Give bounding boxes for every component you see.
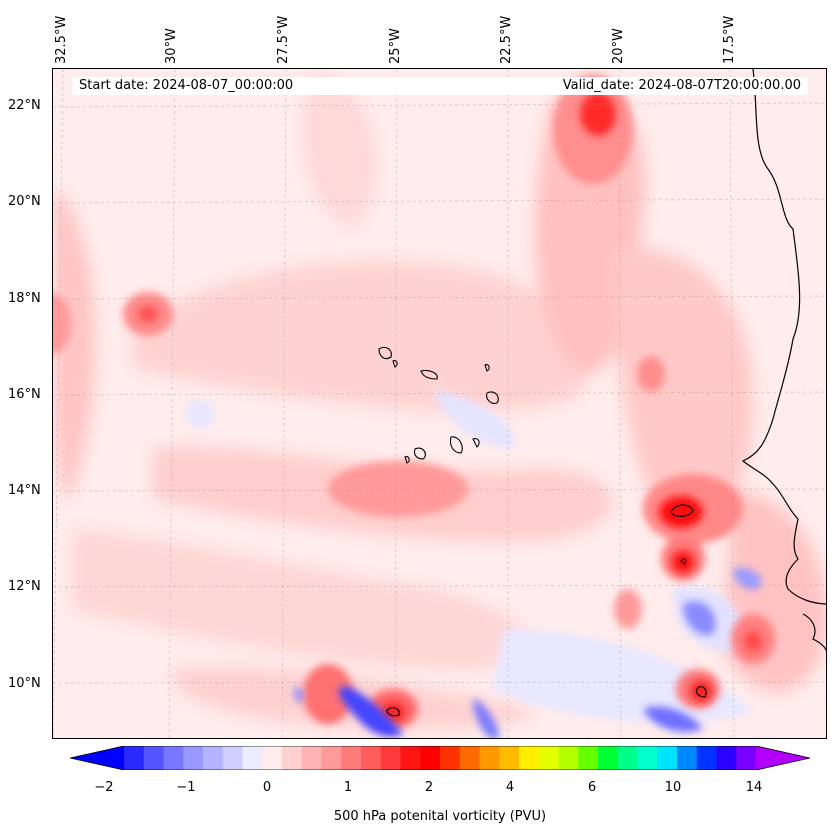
colorbar-cell: [420, 746, 441, 770]
lon-label: 30°W: [164, 28, 179, 64]
colorbar-cell: [143, 746, 164, 770]
colorbar-cell: [163, 746, 184, 770]
lon-label: 17.5°W: [722, 15, 737, 64]
pv-map-svg: [53, 69, 826, 738]
colorbar-cell: [578, 746, 599, 770]
colorbar-cell: [499, 746, 520, 770]
colorbar-tick: −1: [176, 780, 196, 795]
colorbar-tick: 0: [262, 780, 272, 795]
colorbar-tick: 14: [745, 780, 763, 795]
colorbar-cell: [203, 746, 224, 770]
coastline-guinea: [802, 613, 826, 652]
colorbar-cell: [736, 746, 757, 770]
lat-label: 16°N: [8, 387, 41, 402]
pv-contours: [386, 504, 707, 717]
pv-field-high: [138, 92, 762, 722]
lat-label: 20°N: [8, 194, 41, 209]
colorbar-cell: [598, 746, 619, 770]
colorbar-cell: [538, 746, 559, 770]
graticule: [53, 69, 826, 738]
lon-label: 20°W: [611, 28, 626, 64]
colorbar-extend-min: [70, 746, 124, 770]
colorbar-cell: [657, 746, 678, 770]
coastline-africa: [741, 69, 826, 605]
colorbar-cell: [637, 746, 658, 770]
colorbar-tick: 4: [505, 780, 515, 795]
colorbar-extend-max: [756, 746, 810, 770]
lat-label: 22°N: [8, 98, 41, 113]
colorbar-tick: 1: [343, 780, 353, 795]
colorbar-cell: [459, 746, 480, 770]
colorbar-cell: [262, 746, 283, 770]
colorbar-cell: [301, 746, 322, 770]
lat-label: 10°N: [8, 676, 41, 691]
lon-label: 27.5°W: [276, 15, 291, 64]
lat-label: 12°N: [8, 579, 41, 594]
colorbar-cell: [617, 746, 638, 770]
lon-label: 25°W: [388, 28, 403, 64]
colorbar-cell: [380, 746, 401, 770]
valid-date-label: Valid_date: 2024-08-07T20:00:00.00: [562, 78, 801, 93]
lon-label: 32.5°W: [54, 15, 69, 64]
colorbar-cell: [400, 746, 421, 770]
colorbar-cell: [341, 746, 362, 770]
colorbar-tick: −2: [94, 780, 114, 795]
info-bar: [72, 77, 808, 95]
colorbar-cell: [124, 746, 145, 770]
start-date-label: Start date: 2024-08-07_00:00:00: [79, 78, 294, 93]
lon-label: 22.5°W: [499, 15, 514, 64]
colorbar-label: 500 hPa potenital vorticity (PVU): [333, 809, 547, 824]
colorbar-tick: 2: [424, 780, 434, 795]
colorbar: [70, 746, 810, 770]
colorbar-cell: [479, 746, 500, 770]
colorbar-cell: [282, 746, 303, 770]
colorbar-cell: [222, 746, 243, 770]
colorbar-cell: [242, 746, 263, 770]
colorbar-cell: [677, 746, 698, 770]
pv-field-negative: [293, 568, 762, 738]
pv-map[interactable]: [52, 68, 827, 739]
colorbar-cell: [519, 746, 540, 770]
lat-label: 18°N: [8, 291, 41, 306]
colorbar-tick: 6: [587, 780, 597, 795]
colorbar-tick: 10: [664, 780, 682, 795]
colorbar-cell: [321, 746, 342, 770]
colorbar-cell: [716, 746, 737, 770]
lat-label: 14°N: [8, 483, 41, 498]
pv-field-negative-light: [186, 389, 753, 723]
islands-cape-verde: [378, 346, 499, 464]
colorbar-cells: [70, 746, 810, 770]
colorbar-cell: [183, 746, 204, 770]
colorbar-cell: [361, 746, 382, 770]
colorbar-cell: [440, 746, 461, 770]
colorbar-cell: [558, 746, 579, 770]
colorbar-cell: [696, 746, 717, 770]
